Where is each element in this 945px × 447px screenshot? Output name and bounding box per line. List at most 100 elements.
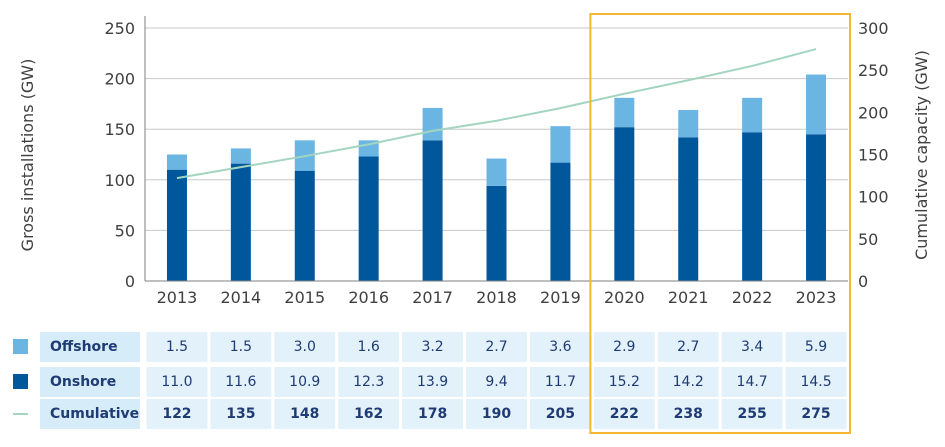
table-cell-bg: [721, 399, 783, 429]
table-cell-bg: [593, 332, 655, 362]
bar-onshore: [358, 156, 379, 281]
table-cell: 11.7: [545, 374, 576, 390]
row-label-cell: [40, 367, 140, 397]
table-cell: 135: [226, 406, 255, 422]
y2-tick-label: 150: [858, 146, 889, 165]
table-cell: 14.7: [737, 374, 768, 390]
x-tick-label: 2021: [668, 288, 709, 307]
table-cell-bg: [721, 332, 783, 362]
table-cell-bg: [785, 367, 847, 397]
table-cell-bg: [466, 367, 527, 397]
table-cell-bg: [274, 399, 336, 429]
bar-offshore: [614, 97, 635, 128]
table-cell-bg: [529, 332, 591, 362]
bar-onshore: [294, 170, 315, 281]
table-cell: 2.7: [485, 339, 507, 355]
bar-onshore: [678, 137, 699, 281]
table-cell: 2.9: [613, 339, 635, 355]
row-label-cell: [40, 399, 140, 429]
table-cell-bg: [466, 332, 527, 362]
highlight-layer: [589, 13, 851, 434]
table-cell-bg: [593, 399, 655, 429]
table-cell-bg: [593, 367, 655, 397]
table-cell: 205: [546, 406, 575, 422]
y-axis-title: Gross installations (GW): [18, 59, 37, 252]
table-cell-bg: [146, 332, 208, 362]
table-cell: 13.9: [417, 374, 448, 390]
bar-offshore: [422, 107, 443, 141]
highlight-box: [589, 13, 851, 434]
y2-tick-label: 200: [858, 103, 889, 122]
table-cell-bg: [338, 367, 400, 397]
table-cell: 178: [418, 406, 447, 422]
table-cell: 9.4: [485, 374, 507, 390]
table-cell: 1.5: [230, 339, 252, 355]
bar-offshore: [806, 74, 827, 135]
table-cell: 14.5: [800, 374, 831, 390]
table-cell: 1.6: [358, 339, 380, 355]
table-cell-bg: [210, 367, 272, 397]
row-label-cell: [40, 332, 140, 362]
y2-tick-label: 300: [858, 19, 889, 38]
bar-onshore: [486, 185, 507, 281]
y2-tick-label: 250: [858, 61, 889, 80]
table-cell: 148: [290, 406, 319, 422]
table-cell: 5.9: [805, 339, 827, 355]
table-cell: 11.6: [225, 374, 256, 390]
bar-offshore: [486, 158, 507, 186]
table-cell-bg: [274, 332, 336, 362]
table-cell: 10.9: [289, 374, 320, 390]
table-cell: 1.5: [166, 339, 188, 355]
bar-offshore: [678, 109, 699, 138]
data-table: Offshore 1.5 1.5 3.0 1.6 3.2 2.7 3.6 2.9 2.7 3.4 5.…: [13, 332, 847, 429]
row-label: Offshore: [50, 339, 118, 355]
bar-offshore: [742, 97, 763, 133]
table-cell-bg: [721, 367, 783, 397]
x-tick-label: 2019: [540, 288, 581, 307]
bar-onshore: [230, 163, 251, 281]
table-cell-bg: [657, 367, 719, 397]
table-cell: 3.4: [741, 339, 763, 355]
table-cell-bg: [338, 399, 400, 429]
bar-offshore: [550, 126, 571, 163]
table-cell-bg: [210, 399, 272, 429]
table-cell-bg: [402, 367, 464, 397]
y2-tick-label: 0: [858, 272, 868, 291]
y-tick-label: 100: [104, 171, 135, 190]
y2-axis-title: Cumulative capacity (GW): [912, 50, 931, 260]
gridlines: [145, 27, 848, 231]
table-cell: 190: [482, 406, 511, 422]
y-tick-label: 200: [104, 70, 135, 89]
table-cell-bg: [657, 399, 719, 429]
table-cell-bg: [529, 399, 591, 429]
legend-marker-offshore: [13, 339, 28, 354]
table-cell: 15.2: [609, 374, 640, 390]
x-tick-label: 2016: [348, 288, 389, 307]
y-tick-label: 250: [104, 19, 135, 38]
table-cell-bg: [657, 332, 719, 362]
table-cell-bg: [785, 332, 847, 362]
table-cell-bg: [146, 399, 208, 429]
table-cell: 238: [674, 406, 703, 422]
bar-onshore: [806, 134, 827, 281]
x-tick-label: 2015: [284, 288, 325, 307]
bar-onshore: [422, 140, 443, 281]
x-tick-label: 2022: [732, 288, 773, 307]
table-cell-bg: [274, 367, 336, 397]
x-tick-label: 2023: [796, 288, 837, 307]
legend-marker-onshore: [13, 374, 28, 389]
bar-onshore: [742, 132, 763, 281]
bar-onshore: [166, 169, 187, 281]
bar-offshore: [166, 154, 187, 170]
x-tick-label: 2013: [157, 288, 198, 307]
table-cell: 14.2: [673, 374, 704, 390]
table-cell: 162: [354, 406, 383, 422]
row-label: Cumulative: [50, 406, 139, 422]
axes: 0 50 100 150 200 250 0 50 100 150 200 250 300 Gross i…: [18, 16, 931, 307]
table-cell: 12.3: [353, 374, 384, 390]
x-tick-label: 2020: [604, 288, 645, 307]
table-cell-bg: [466, 399, 527, 429]
table-cell-bg: [210, 332, 272, 362]
y-tick-label: 0: [125, 272, 135, 291]
